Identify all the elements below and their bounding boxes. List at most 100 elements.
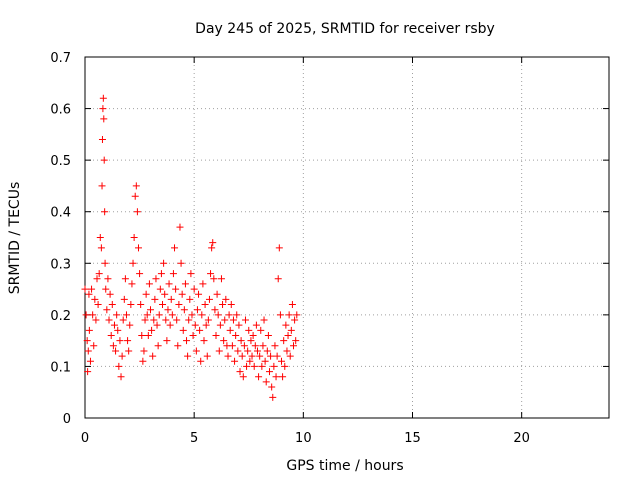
data-point	[101, 208, 109, 216]
data-point	[86, 357, 94, 365]
data-point	[125, 347, 133, 355]
data-point	[108, 301, 116, 309]
data-point	[96, 234, 104, 241]
x-tick-label: 10	[295, 431, 312, 446]
y-tick-label: 0.5	[50, 154, 71, 169]
data-point	[151, 295, 159, 303]
data-point	[161, 290, 169, 298]
tick-layer: 0 0.1 0.2 0.3 0.4 0.5 0.6 0.7 0 5 10 15 20	[50, 51, 609, 446]
data-point	[121, 275, 129, 283]
data-point	[154, 342, 162, 350]
data-point	[180, 306, 188, 314]
data-point	[260, 316, 268, 324]
data-point	[258, 362, 266, 370]
data-point	[253, 347, 261, 355]
data-point	[251, 342, 259, 350]
data-point	[145, 280, 153, 288]
data-point	[90, 342, 98, 350]
grid-layer	[85, 57, 609, 418]
data-point	[224, 352, 232, 360]
data-point	[171, 244, 179, 252]
data-point	[124, 337, 132, 345]
data-point	[240, 342, 248, 350]
y-axis-title: SRMTID / TECUs	[7, 182, 23, 295]
data-point	[100, 156, 108, 164]
data-point	[269, 393, 277, 401]
data-point	[93, 275, 101, 283]
chart-title: Day 245 of 2025, SRMTID for receiver rsb…	[195, 21, 495, 37]
data-point	[261, 357, 269, 365]
x-tick-label: 20	[513, 431, 530, 446]
data-point	[208, 244, 216, 252]
data-point	[129, 259, 137, 267]
data-point	[178, 290, 186, 298]
data-point	[210, 275, 218, 283]
data-point	[232, 331, 240, 339]
data-point	[217, 275, 225, 283]
data-point	[92, 316, 100, 324]
data-point	[163, 337, 171, 345]
data-point	[128, 280, 136, 288]
data-point	[214, 311, 222, 319]
data-point	[282, 321, 290, 329]
data-point	[147, 306, 154, 314]
data-point	[157, 270, 165, 278]
data-point	[191, 321, 199, 329]
data-point	[166, 321, 174, 329]
data-point	[221, 316, 229, 324]
data-point	[268, 383, 276, 391]
data-point	[192, 347, 200, 355]
data-point	[156, 285, 164, 293]
y-tick-label: 0.1	[50, 360, 71, 375]
data-point	[110, 321, 118, 329]
data-point	[201, 301, 209, 309]
data-point	[100, 115, 108, 123]
data-point	[290, 342, 298, 350]
data-point	[116, 337, 124, 345]
data-point	[271, 342, 279, 350]
data-point	[227, 301, 235, 309]
data-point	[245, 326, 253, 334]
data-point	[243, 362, 251, 370]
data-point	[235, 321, 243, 329]
data-point	[252, 321, 260, 329]
data-point	[187, 270, 195, 278]
data-point	[176, 223, 184, 231]
data-point	[220, 337, 228, 345]
x-tick-label: 0	[81, 431, 89, 446]
data-point	[225, 311, 233, 319]
data-point	[91, 295, 99, 303]
data-point	[85, 326, 93, 334]
data-point	[126, 321, 134, 329]
y-tick-label: 0.6	[50, 103, 71, 118]
data-point	[196, 326, 204, 334]
data-point	[109, 342, 117, 350]
data-point	[139, 357, 147, 365]
data-point	[190, 285, 198, 293]
data-point	[184, 352, 192, 360]
data-point	[249, 331, 257, 339]
data-point	[216, 321, 224, 329]
data-point	[270, 362, 278, 370]
y-tick-label: 0.7	[50, 51, 71, 66]
data-point	[198, 311, 206, 319]
data-point	[276, 311, 284, 319]
data-point	[197, 357, 205, 365]
data-point	[293, 311, 301, 319]
data-point	[133, 208, 141, 216]
data-point	[207, 270, 215, 278]
y-tick-label: 0.3	[50, 257, 71, 272]
data-point	[106, 290, 114, 298]
data-point	[155, 311, 163, 319]
data-point	[177, 259, 185, 267]
data-point	[112, 347, 120, 355]
points-layer	[81, 94, 301, 401]
data-point	[132, 182, 140, 190]
data-point	[222, 295, 230, 303]
x-tick-label: 5	[190, 431, 198, 446]
plot-frame	[84, 56, 610, 419]
data-point	[204, 316, 212, 324]
data-point	[199, 280, 207, 288]
data-point	[205, 295, 213, 303]
data-point	[173, 316, 181, 324]
